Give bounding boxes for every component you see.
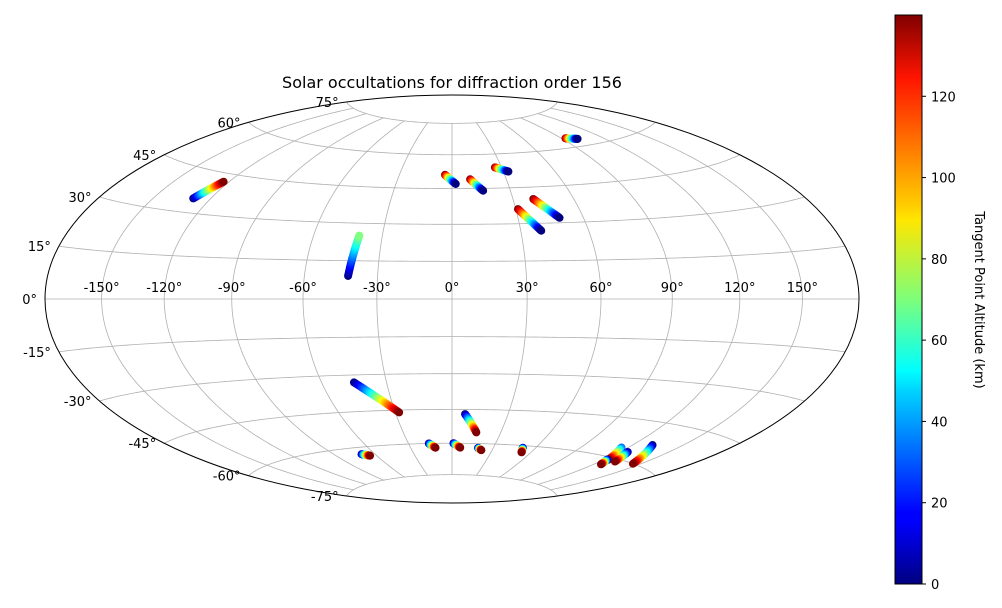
longitude-tick-label: 0° [445,281,460,296]
occultation-track [628,441,657,468]
latitude-tick-label: 60° [217,116,240,131]
occultation-track [461,410,481,437]
data-point [517,448,526,457]
longitude-gridline [163,113,367,485]
occultation-track [357,450,375,460]
colorbar-label: Tangent Point Altitude (km) [971,210,986,388]
longitude-gridline [101,107,354,491]
longitude-gridline [376,122,428,476]
data-point [456,443,465,452]
data-point [366,451,375,460]
occultation-track [424,439,440,452]
data-point [479,186,488,195]
colorbar: 0 20 40 60 80 100 120 Tangent Point Altitude (… [894,14,986,593]
longitude-gridline [499,120,602,478]
occultation-track [517,443,527,457]
data-point [355,231,364,240]
latitude-tick-labels: 75° 60° 45° 30° 15° 0° -15° -30° -45° -60° -75° [22,96,338,505]
colorbar-tick-label: 80 [931,253,948,268]
latitude-tick-label: -60° [213,470,241,485]
colorbar-tick-label: 100 [931,172,956,187]
colorbar-tick-label: 20 [931,497,948,512]
latitude-tick-label: -30° [64,395,92,410]
longitude-tick-label: 90° [661,281,684,296]
longitude-tick-label: -150° [84,281,120,296]
data-point [472,428,481,437]
data-point [597,460,606,469]
longitude-tick-label: 120° [724,281,755,296]
occultation-track [349,378,404,417]
occultation-track [561,134,582,143]
occultation-track [597,455,612,469]
occultation-track [610,447,632,466]
longitude-tick-label: 30° [516,281,539,296]
longitude-tick-label: -120° [146,281,182,296]
longitude-tick-label: -90° [218,281,246,296]
colorbar-tick-label: 40 [931,415,948,430]
occultation-track [344,231,364,280]
occultation-track [189,177,228,203]
data-point [628,459,637,468]
latitude-tick-label: -45° [128,437,156,452]
colorbar-tick-label: 60 [931,334,948,349]
map-boundary [44,94,860,504]
longitude-tick-label: -30° [363,281,391,296]
occultation-track [529,195,564,222]
occultation-track [449,439,465,452]
data-point [537,226,546,235]
data-point [451,179,460,188]
longitude-gridline [302,120,405,478]
longitude-tick-labels: -150° -120° -90° -60° -30° 0° 30° 60° 90° 120° 150… [84,281,818,296]
occultation-track [513,205,546,235]
longitude-gridline [231,117,384,481]
data-point [395,408,404,417]
data-point [477,446,486,455]
colorbar-tick-labels: 0 20 40 60 80 100 120 [922,90,956,593]
occultation-track [466,175,488,195]
colorbar-tick-label: 0 [931,578,939,593]
occultation-track [441,170,460,188]
colorbar-tick-label: 120 [931,90,956,105]
longitude-tick-label: -60° [289,281,317,296]
occultation-track [490,163,513,176]
data-point [610,457,619,466]
longitude-tick-label: 60° [589,281,612,296]
longitude-gridline [550,107,803,491]
data-point [504,167,513,176]
latitude-tick-label: 15° [28,240,51,255]
latitude-tick-label: 30° [68,191,91,206]
longitude-gridline [537,113,741,485]
latitude-tick-label: 45° [133,149,156,164]
map-plot-area: -150° -120° -90° -60° -30° 0° 30° 60° 90° 120° 150… [22,94,860,505]
data-point [555,213,564,222]
latitude-tick-label: -15° [23,346,51,361]
data-point [431,443,440,452]
occultation-points [189,134,657,469]
latitude-tick-label: 75° [316,96,339,111]
data-point [573,134,582,143]
longitude-tick-label: 150° [787,281,818,296]
data-point [219,177,228,186]
chart-title: Solar occultations for diffraction order… [282,73,622,92]
latitude-tick-label: -75° [311,490,339,505]
graticule-grid [45,101,859,497]
latitude-tick-label: 0° [22,293,37,308]
longitude-gridline [520,117,673,481]
occultation-track [474,443,486,455]
longitude-gridline [476,122,528,476]
colorbar-gradient [894,14,923,585]
